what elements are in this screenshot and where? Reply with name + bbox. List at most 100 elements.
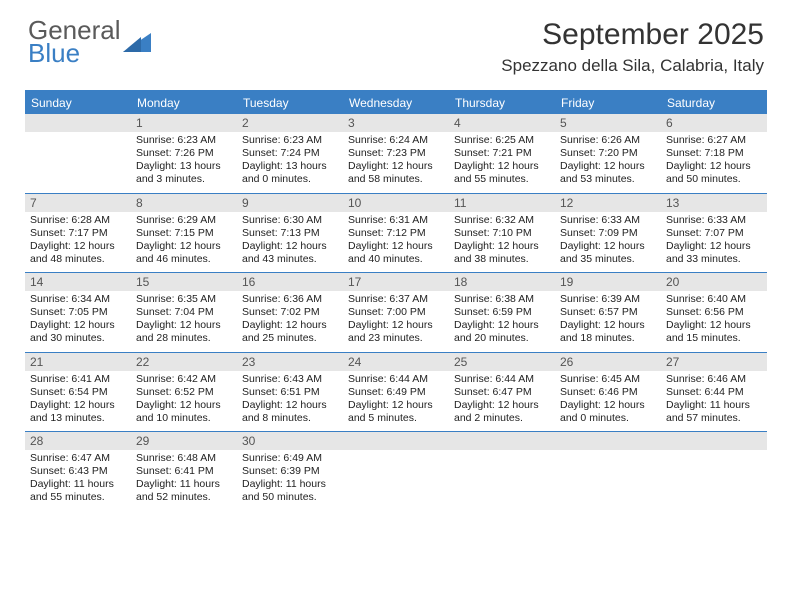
day-cell: 5 Sunrise: 6:26 AMSunset: 7:20 PMDaylight… bbox=[555, 114, 661, 193]
day-number: 4 bbox=[449, 114, 555, 132]
sunset-text: Sunset: 7:10 PM bbox=[454, 227, 550, 240]
day-body: Sunrise: 6:34 AMSunset: 7:05 PMDaylight:… bbox=[25, 291, 131, 352]
logo-text: General Blue bbox=[28, 18, 121, 65]
day-cell: 22Sunrise: 6:42 AMSunset: 6:52 PMDayligh… bbox=[131, 353, 237, 432]
day-cell bbox=[555, 432, 661, 511]
daylight-text: Daylight: 12 hours and 48 minutes. bbox=[30, 240, 126, 266]
daylight-text: Daylight: 11 hours and 57 minutes. bbox=[666, 399, 762, 425]
sunrise-text: Sunrise: 6:26 AM bbox=[560, 134, 656, 147]
week-row: 21Sunrise: 6:41 AMSunset: 6:54 PMDayligh… bbox=[25, 353, 767, 433]
day-cell: 18Sunrise: 6:38 AMSunset: 6:59 PMDayligh… bbox=[449, 273, 555, 352]
day-body: Sunrise: 6:23 AMSunset: 7:26 PMDaylight:… bbox=[131, 132, 237, 193]
sunrise-text: Sunrise: 6:45 AM bbox=[560, 373, 656, 386]
sunset-text: Sunset: 7:20 PM bbox=[560, 147, 656, 160]
daylight-text: Daylight: 12 hours and 13 minutes. bbox=[30, 399, 126, 425]
sunset-text: Sunset: 7:15 PM bbox=[136, 227, 232, 240]
day-body: Sunrise: 6:24 AMSunset: 7:23 PMDaylight:… bbox=[343, 132, 449, 193]
daylight-text: Daylight: 12 hours and 46 minutes. bbox=[136, 240, 232, 266]
sunset-text: Sunset: 7:24 PM bbox=[242, 147, 338, 160]
daylight-text: Daylight: 12 hours and 38 minutes. bbox=[454, 240, 550, 266]
day-cell: 16Sunrise: 6:36 AMSunset: 7:02 PMDayligh… bbox=[237, 273, 343, 352]
day-cell: 27Sunrise: 6:46 AMSunset: 6:44 PMDayligh… bbox=[661, 353, 767, 432]
day-cell: 29Sunrise: 6:48 AMSunset: 6:41 PMDayligh… bbox=[131, 432, 237, 511]
sunset-text: Sunset: 7:07 PM bbox=[666, 227, 762, 240]
sunset-text: Sunset: 6:43 PM bbox=[30, 465, 126, 478]
day-body: Sunrise: 6:31 AMSunset: 7:12 PMDaylight:… bbox=[343, 212, 449, 273]
sunrise-text: Sunrise: 6:24 AM bbox=[348, 134, 444, 147]
day-cell bbox=[449, 432, 555, 511]
day-number: 12 bbox=[555, 194, 661, 212]
day-cell: 1Sunrise: 6:23 AMSunset: 7:26 PMDaylight… bbox=[131, 114, 237, 193]
sunrise-text: Sunrise: 6:27 AM bbox=[666, 134, 762, 147]
sunrise-text: Sunrise: 6:49 AM bbox=[242, 452, 338, 465]
daylight-text: Daylight: 12 hours and 0 minutes. bbox=[560, 399, 656, 425]
day-cell: 20Sunrise: 6:40 AMSunset: 6:56 PMDayligh… bbox=[661, 273, 767, 352]
day-cell: 13Sunrise: 6:33 AMSunset: 7:07 PMDayligh… bbox=[661, 194, 767, 273]
day-number bbox=[661, 432, 767, 450]
sunrise-text: Sunrise: 6:47 AM bbox=[30, 452, 126, 465]
weekday-header: Tuesday bbox=[237, 92, 343, 114]
daylight-text: Daylight: 12 hours and 25 minutes. bbox=[242, 319, 338, 345]
weekday-header: Friday bbox=[555, 92, 661, 114]
sunrise-text: Sunrise: 6:37 AM bbox=[348, 293, 444, 306]
day-body bbox=[555, 450, 661, 460]
weekday-header: Saturday bbox=[661, 92, 767, 114]
day-cell: 17Sunrise: 6:37 AMSunset: 7:00 PMDayligh… bbox=[343, 273, 449, 352]
sunset-text: Sunset: 6:49 PM bbox=[348, 386, 444, 399]
day-number: 2 bbox=[237, 114, 343, 132]
sunrise-text: Sunrise: 6:34 AM bbox=[30, 293, 126, 306]
daylight-text: Daylight: 12 hours and 53 minutes. bbox=[560, 160, 656, 186]
day-cell: 28Sunrise: 6:47 AMSunset: 6:43 PMDayligh… bbox=[25, 432, 131, 511]
sunset-text: Sunset: 7:23 PM bbox=[348, 147, 444, 160]
day-number: 15 bbox=[131, 273, 237, 291]
daylight-text: Daylight: 12 hours and 20 minutes. bbox=[454, 319, 550, 345]
day-cell: 15Sunrise: 6:35 AMSunset: 7:04 PMDayligh… bbox=[131, 273, 237, 352]
title-block: September 2025 Spezzano della Sila, Cala… bbox=[501, 18, 764, 76]
day-number: 20 bbox=[661, 273, 767, 291]
day-number: 6 bbox=[661, 114, 767, 132]
sunrise-text: Sunrise: 6:30 AM bbox=[242, 214, 338, 227]
day-body: Sunrise: 6:30 AMSunset: 7:13 PMDaylight:… bbox=[237, 212, 343, 273]
location-subtitle: Spezzano della Sila, Calabria, Italy bbox=[501, 56, 764, 76]
sunrise-text: Sunrise: 6:44 AM bbox=[348, 373, 444, 386]
sunset-text: Sunset: 7:26 PM bbox=[136, 147, 232, 160]
day-cell: 26Sunrise: 6:45 AMSunset: 6:46 PMDayligh… bbox=[555, 353, 661, 432]
sunrise-text: Sunrise: 6:46 AM bbox=[666, 373, 762, 386]
sunrise-text: Sunrise: 6:43 AM bbox=[242, 373, 338, 386]
day-number: 5 bbox=[555, 114, 661, 132]
day-cell bbox=[661, 432, 767, 511]
sunrise-text: Sunrise: 6:33 AM bbox=[560, 214, 656, 227]
daylight-text: Daylight: 12 hours and 28 minutes. bbox=[136, 319, 232, 345]
day-body: Sunrise: 6:44 AMSunset: 6:47 PMDaylight:… bbox=[449, 371, 555, 432]
day-cell: 12Sunrise: 6:33 AMSunset: 7:09 PMDayligh… bbox=[555, 194, 661, 273]
sunrise-text: Sunrise: 6:31 AM bbox=[348, 214, 444, 227]
sunset-text: Sunset: 6:51 PM bbox=[242, 386, 338, 399]
day-body bbox=[343, 450, 449, 460]
day-body: Sunrise: 6:38 AMSunset: 6:59 PMDaylight:… bbox=[449, 291, 555, 352]
day-number: 10 bbox=[343, 194, 449, 212]
day-body: Sunrise: 6:48 AMSunset: 6:41 PMDaylight:… bbox=[131, 450, 237, 511]
sunrise-text: Sunrise: 6:40 AM bbox=[666, 293, 762, 306]
day-body: Sunrise: 6:36 AMSunset: 7:02 PMDaylight:… bbox=[237, 291, 343, 352]
sunrise-text: Sunrise: 6:48 AM bbox=[136, 452, 232, 465]
day-body: Sunrise: 6:33 AMSunset: 7:09 PMDaylight:… bbox=[555, 212, 661, 273]
sunrise-text: Sunrise: 6:44 AM bbox=[454, 373, 550, 386]
day-cell: 3Sunrise: 6:24 AMSunset: 7:23 PMDaylight… bbox=[343, 114, 449, 193]
daylight-text: Daylight: 12 hours and 58 minutes. bbox=[348, 160, 444, 186]
daylight-text: Daylight: 12 hours and 18 minutes. bbox=[560, 319, 656, 345]
day-cell: 7Sunrise: 6:28 AMSunset: 7:17 PMDaylight… bbox=[25, 194, 131, 273]
sunset-text: Sunset: 7:09 PM bbox=[560, 227, 656, 240]
daylight-text: Daylight: 11 hours and 50 minutes. bbox=[242, 478, 338, 504]
daylight-text: Daylight: 12 hours and 55 minutes. bbox=[454, 160, 550, 186]
daylight-text: Daylight: 12 hours and 33 minutes. bbox=[666, 240, 762, 266]
day-number: 18 bbox=[449, 273, 555, 291]
weekday-header: Sunday bbox=[25, 92, 131, 114]
day-number: 28 bbox=[25, 432, 131, 450]
day-cell: 9Sunrise: 6:30 AMSunset: 7:13 PMDaylight… bbox=[237, 194, 343, 273]
weekday-header-row: Sunday Monday Tuesday Wednesday Thursday… bbox=[25, 92, 767, 114]
sunrise-text: Sunrise: 6:42 AM bbox=[136, 373, 232, 386]
day-number: 17 bbox=[343, 273, 449, 291]
day-number: 27 bbox=[661, 353, 767, 371]
sunrise-text: Sunrise: 6:36 AM bbox=[242, 293, 338, 306]
daylight-text: Daylight: 12 hours and 50 minutes. bbox=[666, 160, 762, 186]
